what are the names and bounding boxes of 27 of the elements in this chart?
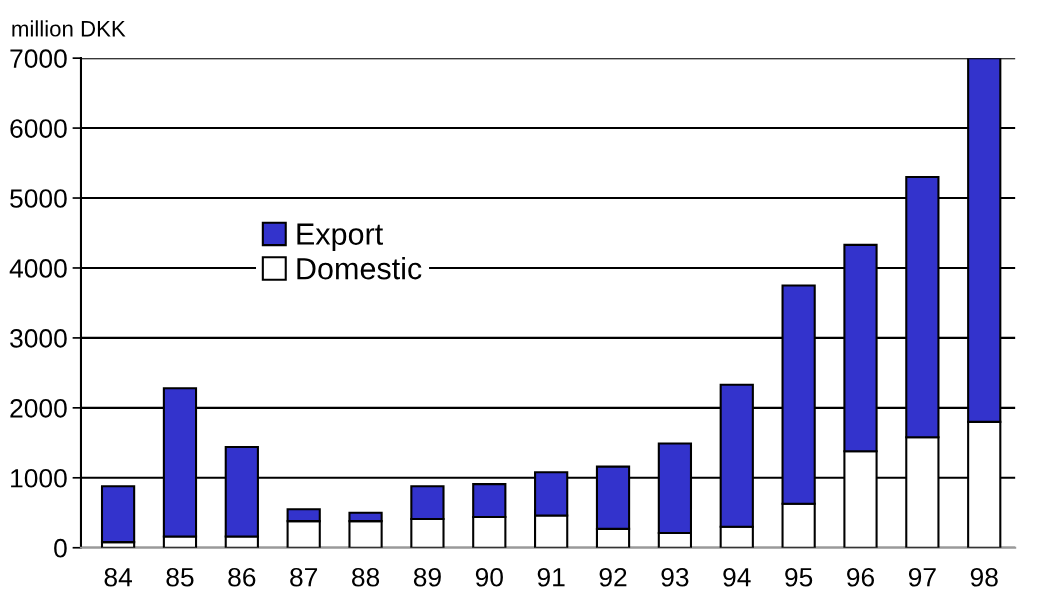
x-tick-label: 95 <box>785 567 813 587</box>
legend-label: Domestic <box>297 257 422 280</box>
y-tick-label: 5000 <box>10 189 67 208</box>
x-tick-label: 93 <box>661 567 689 587</box>
x-tick-label: 85 <box>166 567 194 587</box>
y-tick-label: 6000 <box>10 119 67 138</box>
x-tick-label: 94 <box>723 567 751 587</box>
y-tick-label: 4000 <box>9 259 67 278</box>
x-tick-label: 96 <box>847 567 875 587</box>
x-tick-label: 86 <box>228 567 256 587</box>
x-tick-label: 88 <box>352 567 380 587</box>
y-tick-label: 3000 <box>10 329 67 348</box>
y-tick-label: 1000 <box>11 468 67 488</box>
x-tick-label: 92 <box>599 567 627 587</box>
x-tick-label: 91 <box>537 567 565 587</box>
x-tick-label: 98 <box>970 567 998 587</box>
y-axis-title: million DKK <box>12 20 126 37</box>
legend-label: Export <box>297 223 383 251</box>
x-tick-label: 90 <box>475 567 503 587</box>
y-tick-label: 7000 <box>10 49 67 68</box>
x-tick-label: 84 <box>104 567 132 587</box>
x-tick-label: 89 <box>413 567 441 587</box>
x-tick-label: 97 <box>908 567 936 587</box>
x-tick-label: 87 <box>290 567 318 587</box>
bar <box>100 485 136 544</box>
y-tick-label: 2000 <box>10 398 67 418</box>
y-tick-label: 0 <box>54 538 67 558</box>
